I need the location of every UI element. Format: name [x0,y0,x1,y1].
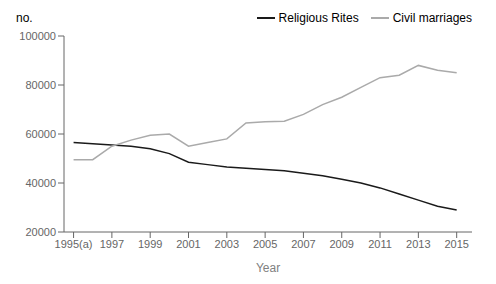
svg-text:2009: 2009 [330,238,354,250]
svg-text:2003: 2003 [215,238,239,250]
svg-text:2013: 2013 [406,238,430,250]
svg-text:2001: 2001 [176,238,200,250]
svg-text:1999: 1999 [138,238,162,250]
svg-text:2005: 2005 [253,238,277,250]
svg-text:20000: 20000 [25,226,56,238]
svg-text:80000: 80000 [25,79,56,91]
svg-text:1995(a): 1995(a) [55,238,93,250]
svg-text:2015: 2015 [444,238,468,250]
svg-text:Year: Year [256,261,280,275]
svg-text:100000: 100000 [19,30,56,42]
html-text:Religious Rites: Religious Rites [278,11,359,25]
svg-text:60000: 60000 [25,128,56,140]
html-text:Civil marriages: Civil marriages [392,11,472,25]
svg-text:40000: 40000 [25,177,56,189]
svg-text:1997: 1997 [100,238,124,250]
svg-text:2011: 2011 [368,238,392,250]
svg-text:2007: 2007 [291,238,315,250]
html-text:no.: no. [16,11,33,25]
